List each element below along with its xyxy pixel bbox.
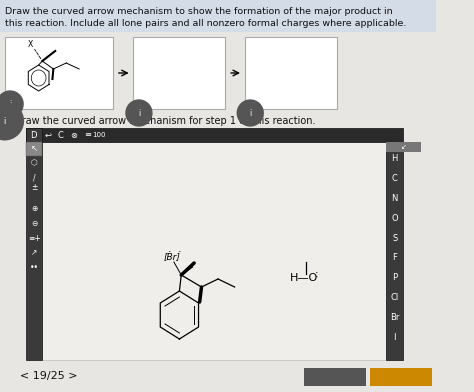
- FancyBboxPatch shape: [386, 142, 403, 360]
- FancyBboxPatch shape: [0, 0, 436, 32]
- Text: ↗: ↗: [31, 249, 37, 258]
- Text: this reaction. Include all lone pairs and all nonzero formal charges where appli: this reaction. Include all lone pairs an…: [5, 19, 406, 28]
- Text: ≡: ≡: [84, 131, 91, 140]
- Text: i: i: [249, 109, 251, 118]
- Text: Draw the curved arrow mechanism for step 1 of this reaction.: Draw the curved arrow mechanism for step…: [14, 116, 315, 126]
- Text: ↙: ↙: [401, 144, 407, 150]
- Text: ⊕: ⊕: [31, 203, 37, 212]
- Text: ↖: ↖: [30, 145, 37, 154]
- Text: O: O: [392, 214, 398, 223]
- Text: < 19/25 >: < 19/25 >: [20, 371, 78, 381]
- Text: D: D: [30, 131, 36, 140]
- Text: ±: ±: [31, 183, 37, 203]
- Text: ••: ••: [29, 263, 38, 272]
- FancyBboxPatch shape: [26, 128, 403, 142]
- Text: H—O: H—O: [290, 273, 318, 283]
- Text: Br: Br: [390, 314, 400, 323]
- Text: [Br]: [Br]: [164, 252, 181, 261]
- FancyBboxPatch shape: [386, 142, 421, 152]
- Text: /: /: [33, 174, 36, 183]
- Text: i: i: [3, 116, 6, 125]
- Text: i: i: [138, 109, 140, 118]
- Text: Cl: Cl: [391, 294, 399, 303]
- FancyBboxPatch shape: [42, 142, 386, 360]
- Text: ·: ·: [178, 247, 181, 257]
- Text: ≡+: ≡+: [27, 234, 40, 243]
- FancyBboxPatch shape: [245, 37, 337, 109]
- Text: C: C: [392, 174, 398, 183]
- Text: I: I: [393, 334, 396, 343]
- Text: N: N: [392, 194, 398, 203]
- Text: i: i: [9, 100, 11, 109]
- FancyBboxPatch shape: [5, 37, 113, 109]
- FancyBboxPatch shape: [304, 368, 366, 386]
- Text: ⊗: ⊗: [70, 131, 77, 140]
- FancyBboxPatch shape: [26, 142, 42, 156]
- FancyBboxPatch shape: [370, 368, 432, 386]
- Text: H: H: [392, 154, 398, 163]
- Text: 100: 100: [92, 132, 106, 138]
- Text: Draw the curved arrow mechanism to show the formation of the major product in: Draw the curved arrow mechanism to show …: [5, 7, 392, 16]
- Text: P: P: [392, 274, 397, 283]
- FancyBboxPatch shape: [26, 128, 42, 360]
- Text: C: C: [58, 131, 64, 140]
- Text: S: S: [392, 234, 397, 243]
- Text: ⊖: ⊖: [31, 218, 37, 227]
- Text: ↩: ↩: [45, 131, 51, 140]
- Text: F: F: [392, 254, 397, 263]
- Text: ⬡: ⬡: [31, 158, 37, 167]
- FancyBboxPatch shape: [133, 37, 226, 109]
- Text: ·: ·: [167, 247, 171, 257]
- Text: :: :: [315, 269, 318, 279]
- Text: X: X: [28, 40, 33, 49]
